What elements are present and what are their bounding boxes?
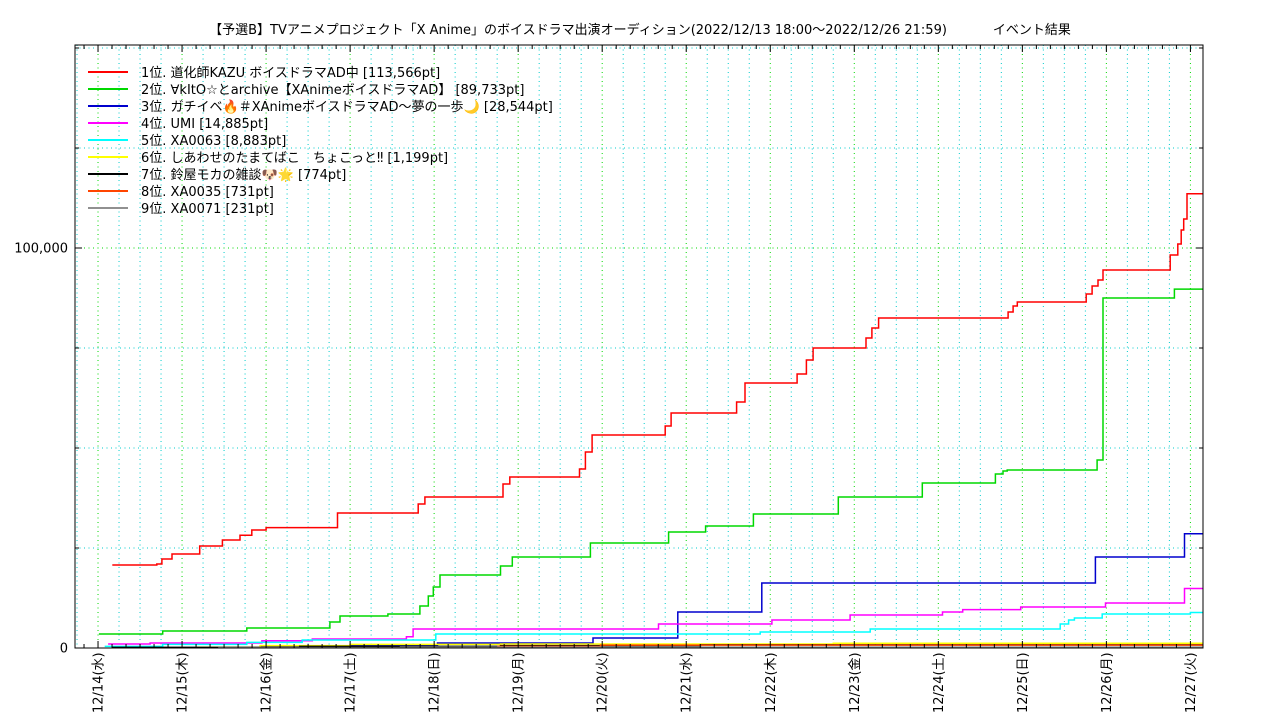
- x-tick-label: 12/27(火): [1184, 652, 1199, 713]
- legend-label: 4位. UMI [14,885pt]: [141, 117, 269, 132]
- legend-label: 7位. 鈴屋モカの雑談🐶🌟 [774pt]: [141, 168, 347, 183]
- chart-legend: 1位. 道化師KAZU ボイスドラマAD中 [113,566pt] 2位. ∀kI…: [88, 63, 553, 217]
- chart-title: 【予選B】TVアニメプロジェクト「X Anime」のボイスドラマ出演オーディショ…: [209, 23, 947, 38]
- series-line-rank-5: [104, 611, 1203, 648]
- series-line-rank-4: [108, 587, 1203, 645]
- chart-title-suffix: イベント結果: [992, 23, 1071, 38]
- legend-item-rank-5: 5位. XA0063 [8,883pt]: [88, 131, 553, 149]
- x-tick-label: 12/23(金): [847, 652, 863, 713]
- x-tick-label: 12/26(月): [1100, 652, 1115, 713]
- legend-label: 8位. XA0035 [731pt]: [141, 185, 274, 200]
- legend-item-rank-2: 2位. ∀kItO☆とarchive【XAnimeボイスドラマAD】 [89,7…: [88, 80, 553, 98]
- x-tick-label: 12/20(火): [596, 652, 611, 713]
- x-tick-label: 12/24(土): [932, 652, 947, 713]
- y-tick-label: 0: [60, 642, 68, 657]
- legend-label: 1位. 道化師KAZU ボイスドラマAD中 [113,566pt]: [141, 66, 441, 81]
- legend-item-rank-9: 9位. XA0071 [231pt]: [88, 199, 553, 217]
- legend-label: 3位. ガチイベ🔥＃XAnimeボイスドラマAD〜夢の一歩🌙 [28,544pt…: [141, 100, 553, 115]
- legend-label: 6位. しあわせのたまてばこ ちょこっと‼ [1,199pt]: [141, 151, 449, 166]
- series-line-rank-2: [98, 288, 1203, 635]
- x-tick-label: 12/14(水): [92, 652, 107, 713]
- plot-border: [74, 44, 1204, 649]
- x-tick-label: 12/16(金): [259, 652, 275, 713]
- legend-item-rank-3: 3位. ガチイベ🔥＃XAnimeボイスドラマAD〜夢の一歩🌙 [28,544pt…: [88, 97, 553, 115]
- legend-item-rank-4: 4位. UMI [14,885pt]: [88, 114, 553, 132]
- x-tick-label: 12/17(土): [344, 652, 359, 713]
- chart-title-row: 【予選B】TVアニメプロジェクト「X Anime」のボイスドラマ出演オーディショ…: [0, 19, 1280, 38]
- legend-line-swatch: [88, 104, 128, 107]
- x-tick-label: 12/19(月): [512, 652, 527, 713]
- legend-item-rank-1: 1位. 道化師KAZU ボイスドラマAD中 [113,566pt]: [88, 63, 553, 81]
- series-line-rank-1: [112, 192, 1203, 566]
- legend-line-swatch: [88, 70, 128, 73]
- legend-line-swatch: [88, 206, 128, 209]
- x-tick-label: 12/18(日): [428, 652, 443, 713]
- legend-line-swatch: [88, 138, 128, 141]
- legend-line-swatch: [88, 172, 128, 175]
- legend-line-swatch: [88, 87, 128, 90]
- legend-line-swatch: [88, 121, 128, 124]
- legend-item-rank-8: 8位. XA0035 [731pt]: [88, 182, 553, 200]
- legend-label: 9位. XA0071 [231pt]: [141, 202, 274, 217]
- legend-label: 5位. XA0063 [8,883pt]: [141, 134, 287, 149]
- x-tick-label: 12/15(木): [176, 652, 191, 713]
- x-tick-label: 12/22(木): [764, 652, 779, 713]
- legend-label: 2位. ∀kItO☆とarchive【XAnimeボイスドラマAD】 [89,7…: [141, 83, 525, 98]
- legend-line-swatch: [88, 155, 128, 158]
- legend-line-swatch: [88, 189, 128, 192]
- series-line-rank-6: [197, 642, 1203, 648]
- series-line-rank-3: [114, 533, 1203, 649]
- legend-item-rank-6: 6位. しあわせのたまてばこ ちょこっと‼ [1,199pt]: [88, 148, 553, 166]
- legend-item-rank-7: 7位. 鈴屋モカの雑談🐶🌟 [774pt]: [88, 165, 553, 183]
- y-tick-label: 100,000: [14, 242, 68, 257]
- x-tick-label: 12/21(水): [680, 652, 695, 713]
- x-tick-label: 12/25(日): [1016, 652, 1031, 713]
